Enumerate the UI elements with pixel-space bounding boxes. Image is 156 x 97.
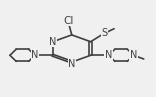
Text: N: N — [105, 50, 112, 60]
Text: S: S — [101, 28, 107, 38]
Text: N: N — [68, 58, 76, 69]
Text: Cl: Cl — [63, 16, 74, 26]
Text: N: N — [130, 50, 137, 60]
Text: N: N — [49, 37, 56, 47]
Text: N: N — [31, 50, 39, 60]
